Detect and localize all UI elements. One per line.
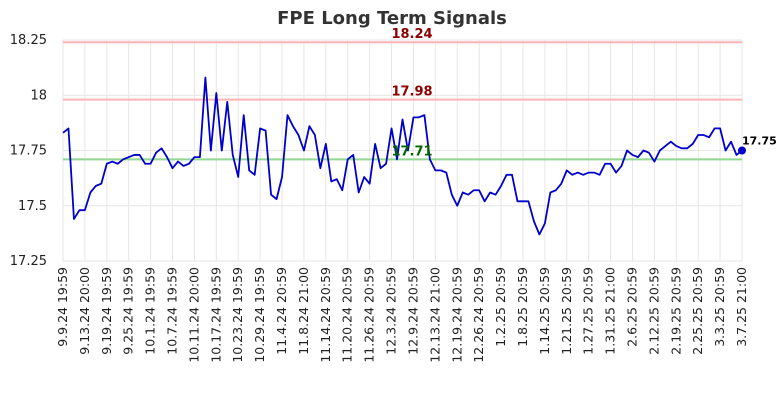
x-tick-label: 11.8.24 21:00 [296,267,311,355]
x-tick-label: 12.19.24 20:59 [449,267,464,363]
x-tick-label: 1.27.25 20:59 [581,267,596,355]
x-tick-label: 12.3.24 20:59 [384,267,399,355]
x-tick-label: 3.3.25 20:59 [712,267,727,347]
reference-line-label: 17.98 [391,85,432,100]
x-tick-label: 1.8.25 20:59 [515,267,530,347]
x-tick-label: 1.14.25 20:59 [537,267,552,355]
y-tick-label: 17.75 [10,144,47,159]
x-tick-label: 11.26.24 20:59 [362,267,377,363]
x-tick-label: 9.25.24 19:59 [121,267,136,355]
x-tick-label: 10.7.24 19:59 [165,267,180,355]
x-tick-label: 12.9.24 20:59 [405,267,420,355]
y-tick-label: 18 [30,88,47,103]
reference-line-label: 17.71 [391,144,432,159]
x-tick-label: 10.1.24 19:59 [143,267,158,355]
x-tick-label: 10.29.24 19:59 [252,267,267,363]
x-tick-label: 10.17.24 19:59 [208,267,223,363]
y-tick-label: 17.5 [18,199,47,214]
x-tick-label: 1.2.25 20:59 [493,267,508,347]
y-tick-label: 17.25 [10,254,47,269]
x-tick-label: 2.25.25 20:59 [690,267,705,355]
x-tick-label: 2.6.25 20:59 [624,267,639,347]
x-tick-label: 12.26.24 20:59 [471,267,486,363]
x-tick-label: 10.23.24 19:59 [230,267,245,363]
x-tick-label: 1.31.25 21:00 [603,267,618,355]
price-series-line [62,76,743,236]
x-tick-label: 2.12.25 20:59 [646,267,661,355]
x-tick-label: 1.21.25 20:59 [559,267,574,355]
y-tick-label: 18.25 [10,33,47,48]
x-tick-label: 9.9.24 19:59 [55,267,70,347]
x-tick-label: 9.19.24 19:59 [99,267,114,355]
x-tick-label: 10.11.24 20:00 [186,267,201,363]
chart-title: FPE Long Term Signals [277,8,507,29]
last-value-label: 17.75 [742,135,777,148]
x-tick-label: 2.19.25 20:59 [668,267,683,355]
reference-line-label: 18.24 [391,27,432,42]
x-tick-label: 3.7.25 21:00 [734,267,749,347]
last-point-marker [738,146,746,155]
x-tick-label: 12.13.24 21:00 [427,267,442,363]
x-tick-label: 11.20.24 20:59 [340,267,355,363]
x-tick-label: 11.14.24 20:59 [318,267,333,363]
x-tick-label: 9.13.24 20:00 [77,267,92,355]
x-tick-label: 11.4.24 20:59 [274,267,289,355]
